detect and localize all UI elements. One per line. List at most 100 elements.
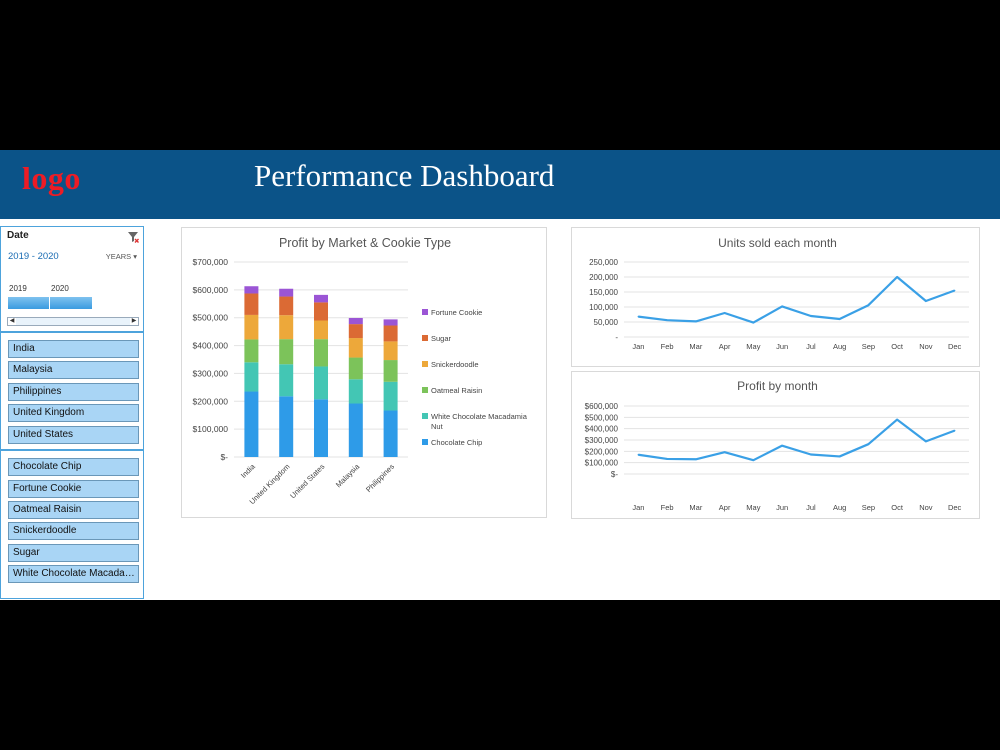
bar-united-states-oatmeal-raisin bbox=[314, 339, 328, 367]
point-apr bbox=[723, 451, 726, 454]
point-apr bbox=[723, 312, 726, 314]
legend-label: Snickerdoodle bbox=[431, 360, 479, 369]
timeline-scrollbar[interactable]: ◀ ▶ bbox=[7, 317, 139, 326]
bar-united-kingdom-chocolate-chip bbox=[279, 396, 294, 457]
x-tick-label: Dec bbox=[948, 503, 962, 512]
legend-swatch bbox=[422, 413, 428, 419]
x-tick-label: Jul bbox=[806, 342, 816, 351]
bar-united-states-sugar bbox=[314, 302, 328, 321]
y-tick-label: 200,000 bbox=[589, 273, 618, 282]
cookie-item-sugar[interactable]: Sugar bbox=[8, 544, 139, 562]
point-mar bbox=[695, 458, 697, 461]
y-tick-label: 100,000 bbox=[589, 303, 618, 312]
bar-united-kingdom-sugar bbox=[279, 296, 294, 316]
bar-philippines-snickerdoodle bbox=[383, 341, 398, 361]
y-tick-label: $500,000 bbox=[585, 413, 619, 422]
legend-swatch bbox=[422, 335, 428, 341]
x-tick-label: Malaysia bbox=[334, 461, 362, 489]
year-label-2019: 2019 bbox=[9, 284, 27, 293]
cookie-type-slicer: Chocolate Chip Fortune Cookie Oatmeal Ra… bbox=[0, 450, 144, 599]
legend-label: Sugar bbox=[431, 334, 452, 343]
point-oct bbox=[896, 276, 898, 278]
market-item-united-states[interactable]: United States bbox=[8, 426, 139, 444]
bar-united-kingdom-oatmeal-raisin bbox=[279, 339, 294, 365]
bar-india-chocolate-chip bbox=[244, 391, 259, 457]
point-sep bbox=[867, 443, 870, 445]
bar-india-sugar bbox=[244, 293, 259, 315]
y-tick-label: $400,000 bbox=[585, 425, 619, 434]
y-tick-label: $300,000 bbox=[193, 368, 229, 378]
date-timeline-slicer[interactable]: Date 2019 - 2020 YEARS ▾ 2019 2020 ◀ ▶ bbox=[0, 226, 144, 332]
y-tick-label: $100,000 bbox=[585, 459, 619, 468]
y-tick-label: 50,000 bbox=[594, 318, 619, 327]
cookie-item-white-chocolate-macadamia-nut[interactable]: White Chocolate Macadamia Nut bbox=[8, 565, 139, 583]
time-level-dropdown[interactable]: YEARS ▾ bbox=[106, 252, 137, 261]
year-bar-2019[interactable] bbox=[8, 297, 49, 309]
profit-by-market-chart-panel: Profit by Market & Cookie Type $- $100,000… bbox=[181, 227, 547, 518]
bar-philippines-fortune-cookie bbox=[383, 319, 398, 326]
point-aug bbox=[838, 318, 841, 320]
x-tick-label: Apr bbox=[719, 342, 731, 351]
y-tick-label: 250,000 bbox=[589, 258, 618, 267]
market-item-united-kingdom[interactable]: United Kingdom bbox=[8, 404, 139, 422]
y-tick-label: $300,000 bbox=[585, 436, 619, 445]
point-dec bbox=[953, 429, 956, 432]
point-jun bbox=[781, 305, 783, 308]
header-divider bbox=[0, 219, 245, 221]
dashboard-header: logo Performance Dashboard bbox=[0, 150, 1000, 219]
bar-malaysia-oatmeal-raisin bbox=[348, 357, 363, 380]
x-tick-label: Dec bbox=[948, 342, 962, 351]
x-tick-label: Oct bbox=[891, 503, 904, 512]
point-aug bbox=[838, 455, 841, 458]
cookie-item-fortune-cookie[interactable]: Fortune Cookie bbox=[8, 480, 139, 498]
market-item-malaysia[interactable]: Malaysia bbox=[8, 361, 139, 379]
x-tick-label: Jun bbox=[776, 503, 788, 512]
date-slicer-label: Date bbox=[7, 230, 29, 241]
y-tick-label: $500,000 bbox=[193, 313, 229, 323]
cookie-item-oatmeal-raisin[interactable]: Oatmeal Raisin bbox=[8, 501, 139, 519]
x-tick-label: Mar bbox=[689, 503, 702, 512]
point-oct bbox=[896, 418, 898, 421]
x-tick-label: Nov bbox=[919, 503, 933, 512]
bar-india-fortune-cookie bbox=[244, 286, 259, 294]
y-tick-label: $400,000 bbox=[193, 341, 229, 351]
bar-india-oatmeal-raisin bbox=[244, 339, 259, 363]
x-tick-label: United States bbox=[288, 462, 326, 500]
y-tick-label: - bbox=[615, 333, 618, 342]
y-tick-label: $200,000 bbox=[193, 396, 229, 406]
bar-philippines-white-chocolate-macadamia-nut bbox=[383, 381, 398, 411]
clear-filter-icon[interactable] bbox=[127, 231, 139, 243]
x-tick-label: Feb bbox=[661, 503, 674, 512]
cookie-item-chocolate-chip[interactable]: Chocolate Chip bbox=[8, 458, 139, 476]
legend-swatch bbox=[422, 361, 428, 367]
bar-united-kingdom-snickerdoodle bbox=[279, 315, 294, 340]
bar-india-white-chocolate-macadamia-nut bbox=[244, 362, 259, 392]
x-tick-label: Aug bbox=[833, 342, 846, 351]
dashboard-canvas: logo Performance Dashboard Date 2019 - 2… bbox=[0, 150, 1000, 600]
bar-malaysia-snickerdoodle bbox=[348, 338, 363, 358]
scroll-left-icon[interactable]: ◀ bbox=[8, 318, 16, 325]
scroll-right-icon[interactable]: ▶ bbox=[130, 318, 138, 325]
profit-by-market-chart: Profit by Market & Cookie Type $- $100,000… bbox=[193, 236, 528, 506]
bar-united-kingdom-fortune-cookie bbox=[279, 288, 294, 297]
year-bar-2020[interactable] bbox=[50, 297, 92, 309]
legend-swatch bbox=[422, 387, 428, 393]
legend-swatch bbox=[422, 309, 428, 315]
cookie-item-snickerdoodle[interactable]: Snickerdoodle bbox=[8, 522, 139, 540]
bar-united-states-snickerdoodle bbox=[314, 320, 328, 340]
market-item-india[interactable]: India bbox=[8, 340, 139, 358]
market-item-philippines[interactable]: Philippines bbox=[8, 383, 139, 401]
bar-malaysia-chocolate-chip bbox=[348, 403, 363, 457]
x-tick-label: Philippines bbox=[364, 462, 396, 494]
profit-by-month-chart: Profit by month $- $100,000 $200,000 $300,00… bbox=[585, 379, 969, 512]
bar-united-states-white-chocolate-macadamia-nut bbox=[314, 366, 328, 400]
bar-philippines-chocolate-chip bbox=[383, 410, 398, 457]
bar-malaysia-fortune-cookie bbox=[348, 317, 363, 325]
y-tick-label: $700,000 bbox=[193, 257, 229, 267]
chart-title: Profit by month bbox=[737, 379, 818, 393]
x-tick-label: Apr bbox=[719, 503, 731, 512]
point-sep bbox=[867, 304, 870, 306]
y-tick-label: $- bbox=[220, 452, 228, 462]
time-level-label: YEARS bbox=[105, 252, 132, 261]
point-mar bbox=[695, 320, 697, 323]
